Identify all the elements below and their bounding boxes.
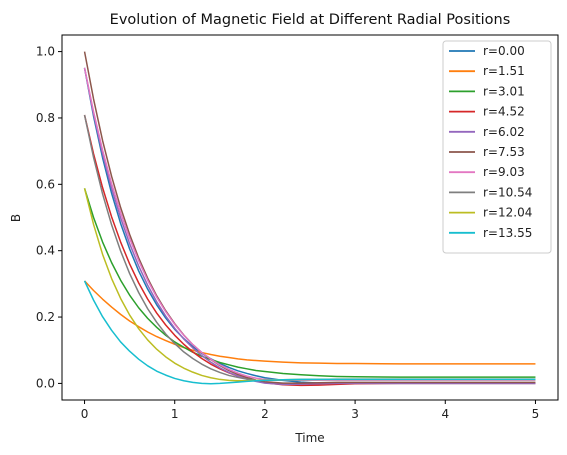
y-tick-label-1: 0.2 [36, 310, 55, 324]
series-line-9 [83, 280, 536, 385]
x-tick-label-2: 2 [261, 407, 269, 421]
legend-label-8: r=12.04 [483, 206, 532, 220]
series-layer [83, 51, 536, 387]
x-axis: 0 1 2 3 4 5 [81, 400, 540, 421]
plot-frame [61, 34, 559, 401]
y-tick-label-4: 0.8 [36, 111, 55, 125]
legend-label-2: r=3.01 [483, 84, 525, 98]
y-axis: 0.0 0.2 0.4 0.6 0.8 1.0 [36, 45, 62, 390]
series-line-4 [83, 67, 536, 386]
x-tick-label-5: 5 [532, 407, 540, 421]
chart-title: Evolution of Magnetic Field at Different… [110, 12, 511, 28]
x-tick-label-4: 4 [441, 407, 449, 421]
legend-label-7: r=10.54 [483, 185, 532, 199]
legend-label-0: r=0.00 [483, 44, 525, 58]
legend-label-5: r=7.53 [483, 145, 525, 159]
legend-box [442, 40, 552, 254]
legend-label-4: r=6.02 [483, 125, 525, 139]
x-tick-label-0: 0 [81, 407, 89, 421]
series-line-2 [83, 188, 536, 378]
x-tick-label-1: 1 [171, 407, 179, 421]
legend-label-3: r=4.52 [483, 105, 525, 119]
series-line-1 [84, 280, 536, 365]
x-axis-label: Time [294, 431, 324, 445]
x-tick-label-3: 3 [351, 407, 359, 421]
series-line-3 [83, 114, 536, 387]
legend-label-9: r=13.55 [483, 226, 532, 240]
legend: r=0.00 r=1.51 r=3.01 r=4.52 r=6.02 r=7.53 r=9.… [442, 40, 552, 254]
legend-label-6: r=9.03 [483, 165, 525, 179]
y-axis-label: B [9, 214, 23, 222]
legend-label-1: r=1.51 [483, 64, 525, 78]
y-tick-label-5: 1.0 [36, 45, 55, 59]
y-tick-label-0: 0.0 [36, 376, 55, 390]
y-tick-label-3: 0.6 [36, 177, 55, 191]
y-tick-label-2: 0.4 [36, 244, 55, 258]
